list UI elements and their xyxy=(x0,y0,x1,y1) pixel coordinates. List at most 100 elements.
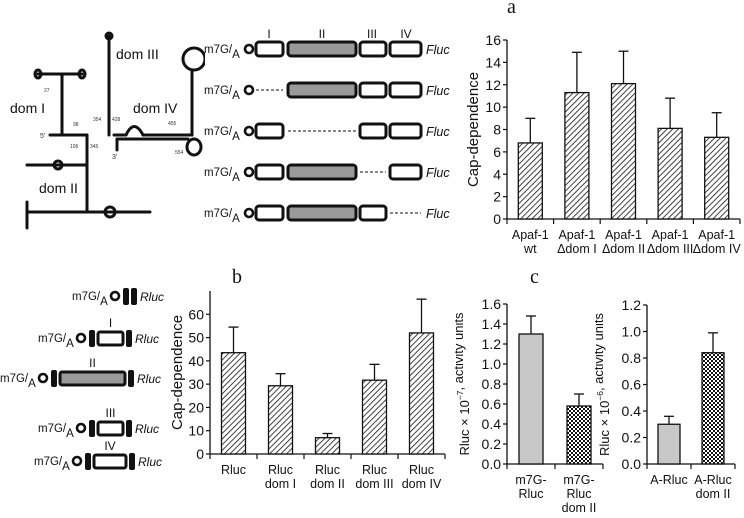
svg-text:0.4: 0.4 xyxy=(482,416,502,432)
chart-c-m7g-rluc: 0.0 0.2 0.4 0.6 0.8 1.0 1.2 1.4 1.6 Rluc × 10−7, … xyxy=(455,296,604,515)
bar xyxy=(564,91,590,220)
svg-text:1.0: 1.0 xyxy=(482,356,502,372)
bar xyxy=(704,136,730,220)
svg-text:Rluc: Rluc xyxy=(362,463,387,477)
svg-text:0.8: 0.8 xyxy=(482,376,502,392)
svg-text:3': 3' xyxy=(112,154,117,161)
svg-text:4: 4 xyxy=(493,166,501,182)
svg-text:m7G/A: m7G/A xyxy=(204,167,240,184)
svg-text:III: III xyxy=(367,27,377,41)
svg-text:1.2: 1.2 xyxy=(622,297,642,313)
svg-text:IV: IV xyxy=(400,27,411,41)
svg-text:Apaf-1: Apaf-1 xyxy=(698,228,735,242)
svg-text:Rluc: Rluc xyxy=(135,332,159,346)
svg-text:m7G/A: m7G/A xyxy=(34,456,70,473)
svg-text:Apaf-1: Apaf-1 xyxy=(652,228,689,242)
svg-text:Rluc: Rluc xyxy=(566,487,591,501)
svg-text:m7G/A: m7G/A xyxy=(72,291,108,308)
rna-structure-diagram: dom I dom II dom III dom IV 27 98 106 34… xyxy=(10,31,205,230)
svg-text:354: 354 xyxy=(93,117,102,123)
svg-text:dom I: dom I xyxy=(265,477,296,491)
svg-text:Fluc: Fluc xyxy=(426,43,450,57)
svg-text:Δdom II: Δdom II xyxy=(602,242,645,256)
svg-text:Fluc: Fluc xyxy=(426,166,450,180)
svg-text:10: 10 xyxy=(485,99,501,115)
svg-text:Apaf-1: Apaf-1 xyxy=(512,228,549,242)
svg-text:455: 455 xyxy=(168,121,177,127)
svg-text:I: I xyxy=(109,316,112,330)
svg-text:dom II: dom II xyxy=(310,477,345,491)
svg-text:1.2: 1.2 xyxy=(482,336,502,352)
svg-text:Fluc: Fluc xyxy=(426,207,450,221)
svg-text:40: 40 xyxy=(188,353,204,369)
svg-text:2: 2 xyxy=(493,189,501,205)
bar xyxy=(701,352,725,465)
svg-text:0.6: 0.6 xyxy=(622,377,642,393)
bar xyxy=(610,82,637,220)
svg-text:428: 428 xyxy=(112,117,121,123)
svg-text:II: II xyxy=(319,27,326,41)
svg-text:1.4: 1.4 xyxy=(482,316,502,332)
bar xyxy=(220,352,247,455)
svg-text:A-Rluc: A-Rluc xyxy=(650,473,688,487)
label-dom-i: dom I xyxy=(10,100,45,116)
panel-label-b: b xyxy=(232,266,242,288)
svg-text:106: 106 xyxy=(70,144,79,150)
svg-text:50: 50 xyxy=(188,330,204,346)
svg-text:m7G/A: m7G/A xyxy=(38,423,74,440)
chart-c-a-rluc: 0.0 0.2 0.4 0.6 0.8 1.0 1.2 Rluc × 10−6, activi… xyxy=(595,297,736,501)
svg-text:m7G/A: m7G/A xyxy=(204,126,240,143)
svg-text:0.2: 0.2 xyxy=(482,436,502,452)
label-dom-iii: dom III xyxy=(116,46,159,62)
bar xyxy=(314,437,341,455)
svg-text:Δdom III: Δdom III xyxy=(647,242,694,256)
svg-text:16: 16 xyxy=(485,32,501,48)
svg-text:m7G/A: m7G/A xyxy=(204,44,240,61)
svg-text:dom II: dom II xyxy=(696,487,731,501)
svg-text:IV: IV xyxy=(104,439,115,453)
svg-text:Apaf-1: Apaf-1 xyxy=(558,228,595,242)
svg-text:II: II xyxy=(89,356,96,370)
label-dom-ii: dom II xyxy=(39,180,78,196)
svg-text:Rluc: Rluc xyxy=(135,422,159,436)
svg-text:554: 554 xyxy=(175,150,184,156)
svg-text:27: 27 xyxy=(44,88,50,94)
svg-text:12: 12 xyxy=(485,77,501,93)
svg-text:6: 6 xyxy=(493,144,501,160)
svg-text:m7G/A: m7G/A xyxy=(204,85,240,102)
svg-text:30: 30 xyxy=(188,376,204,392)
svg-text:98: 98 xyxy=(73,122,79,128)
svg-text:Rluc: Rluc xyxy=(138,455,162,469)
svg-text:Rluc × 10−6, activity units: Rluc × 10−6, activity units xyxy=(595,313,612,456)
svg-text:10: 10 xyxy=(188,423,204,439)
bar xyxy=(361,379,388,455)
constructs-a-diagram: I II III IV m7G/A Fluc m7G/A Fluc m7G/A Fluc m… xyxy=(204,27,450,225)
svg-text:14: 14 xyxy=(485,54,501,70)
svg-text:m7G-: m7G- xyxy=(515,473,546,487)
svg-text:dom II: dom II xyxy=(562,501,597,515)
svg-text:Apaf-1: Apaf-1 xyxy=(605,228,642,242)
svg-text:0.8: 0.8 xyxy=(622,350,642,366)
svg-text:345: 345 xyxy=(90,144,99,150)
svg-text:Rluc: Rluc xyxy=(409,463,434,477)
svg-text:III: III xyxy=(105,406,115,420)
svg-text:60: 60 xyxy=(188,306,204,322)
svg-text:Rluc: Rluc xyxy=(518,487,543,501)
svg-text:20: 20 xyxy=(188,399,204,415)
svg-text:Δdom I: Δdom I xyxy=(557,242,597,256)
svg-text:m7G-: m7G- xyxy=(563,473,594,487)
panel-label-a: a xyxy=(507,0,516,18)
svg-text:1.6: 1.6 xyxy=(482,296,502,312)
bar xyxy=(657,127,683,220)
svg-text:0.2: 0.2 xyxy=(622,430,642,446)
bar xyxy=(657,423,681,465)
svg-text:0.0: 0.0 xyxy=(622,456,642,472)
svg-text:1.0: 1.0 xyxy=(622,324,642,340)
bar xyxy=(518,333,544,465)
svg-text:wt: wt xyxy=(523,242,537,256)
svg-text:Fluc: Fluc xyxy=(426,125,450,139)
svg-text:m7G/A: m7G/A xyxy=(204,208,240,225)
svg-text:Rluc: Rluc xyxy=(140,290,164,304)
panel-label-c: c xyxy=(530,266,539,288)
